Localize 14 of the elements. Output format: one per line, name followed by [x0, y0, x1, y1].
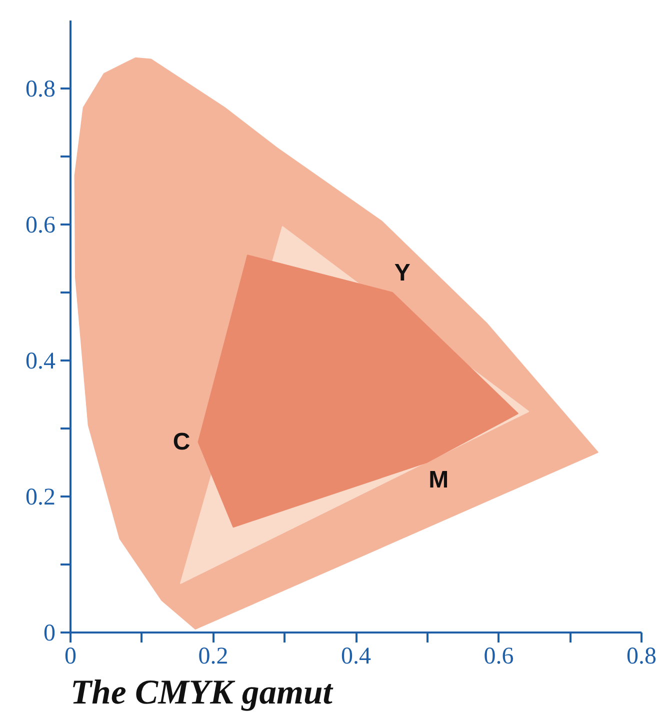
annotation: M: [428, 466, 449, 494]
x-tick-label: 0.4: [341, 644, 371, 670]
y-tick-label: 0: [44, 620, 56, 646]
y-tick-label: 0.4: [26, 348, 56, 374]
annotation: C: [172, 428, 190, 456]
annotation: Y: [394, 260, 410, 286]
x-tick-label: 0.2: [198, 644, 228, 670]
x-tick-label: 0: [64, 644, 76, 670]
x-tick-label: 0.6: [484, 644, 514, 670]
text: The CMYK gamut: [70, 674, 334, 712]
y-tick-label: 0.6: [26, 212, 56, 238]
y-tick-label: 0.8: [26, 76, 56, 102]
x-tick-label: 0.8: [626, 644, 656, 670]
y-tick-label: 0.2: [26, 484, 56, 510]
